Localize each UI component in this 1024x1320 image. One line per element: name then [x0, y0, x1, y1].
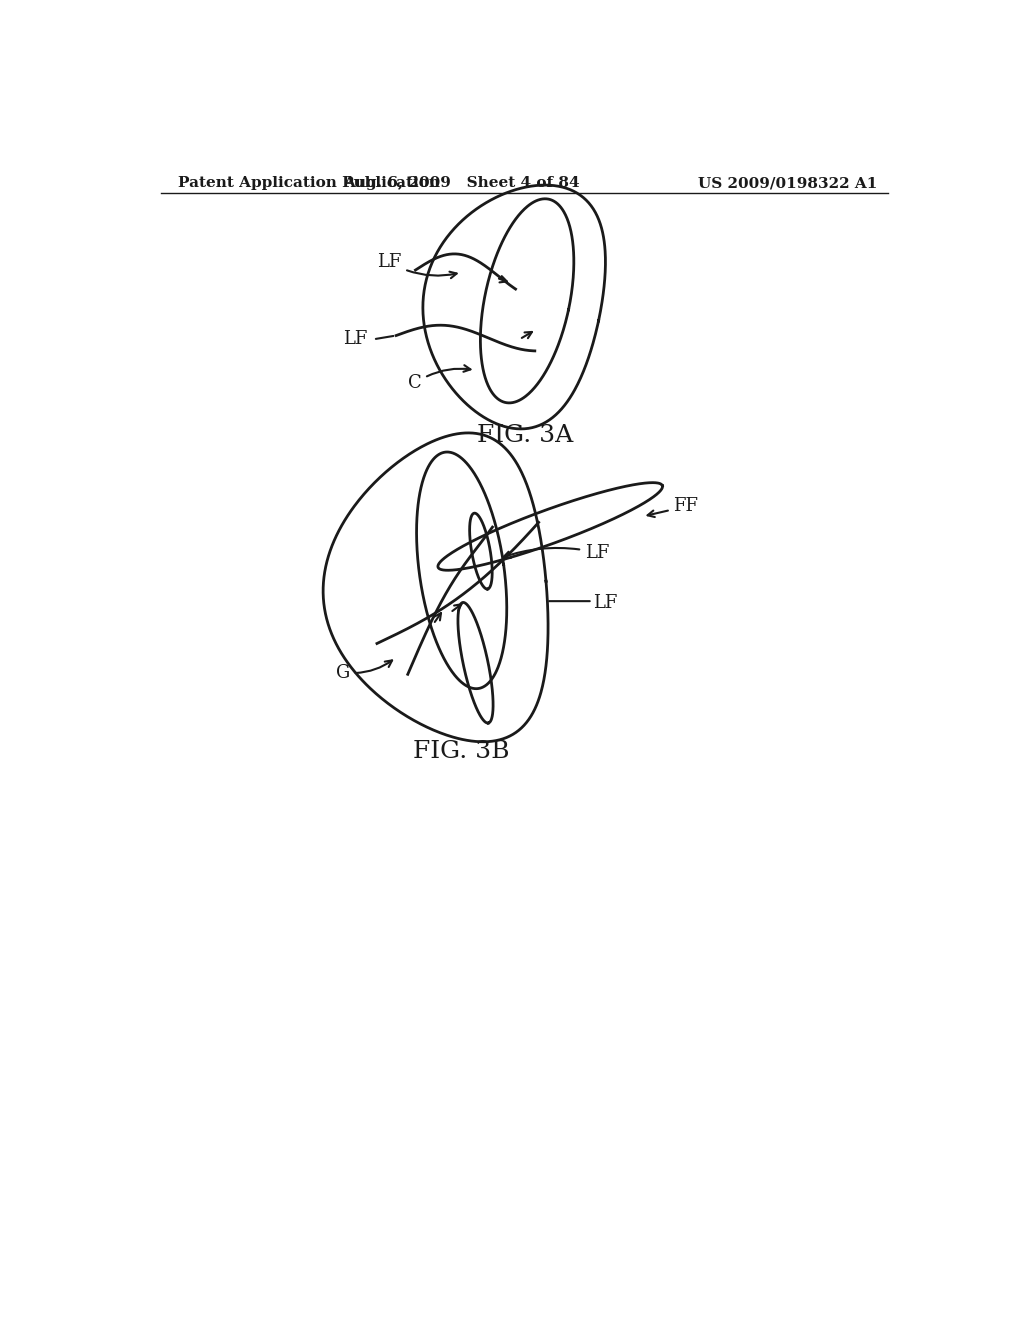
Text: C: C — [408, 366, 470, 392]
Text: LF: LF — [593, 594, 616, 612]
Text: LF: LF — [377, 253, 457, 279]
Text: Aug. 6, 2009   Sheet 4 of 84: Aug. 6, 2009 Sheet 4 of 84 — [343, 176, 580, 190]
Text: FIG. 3B: FIG. 3B — [414, 739, 510, 763]
Text: FF: FF — [647, 498, 698, 517]
Text: US 2009/0198322 A1: US 2009/0198322 A1 — [698, 176, 878, 190]
Text: LF: LF — [504, 544, 609, 561]
Text: FIG. 3A: FIG. 3A — [477, 424, 572, 447]
Text: Patent Application Publication: Patent Application Publication — [178, 176, 440, 190]
Text: G: G — [336, 660, 392, 681]
Text: LF: LF — [343, 330, 368, 348]
